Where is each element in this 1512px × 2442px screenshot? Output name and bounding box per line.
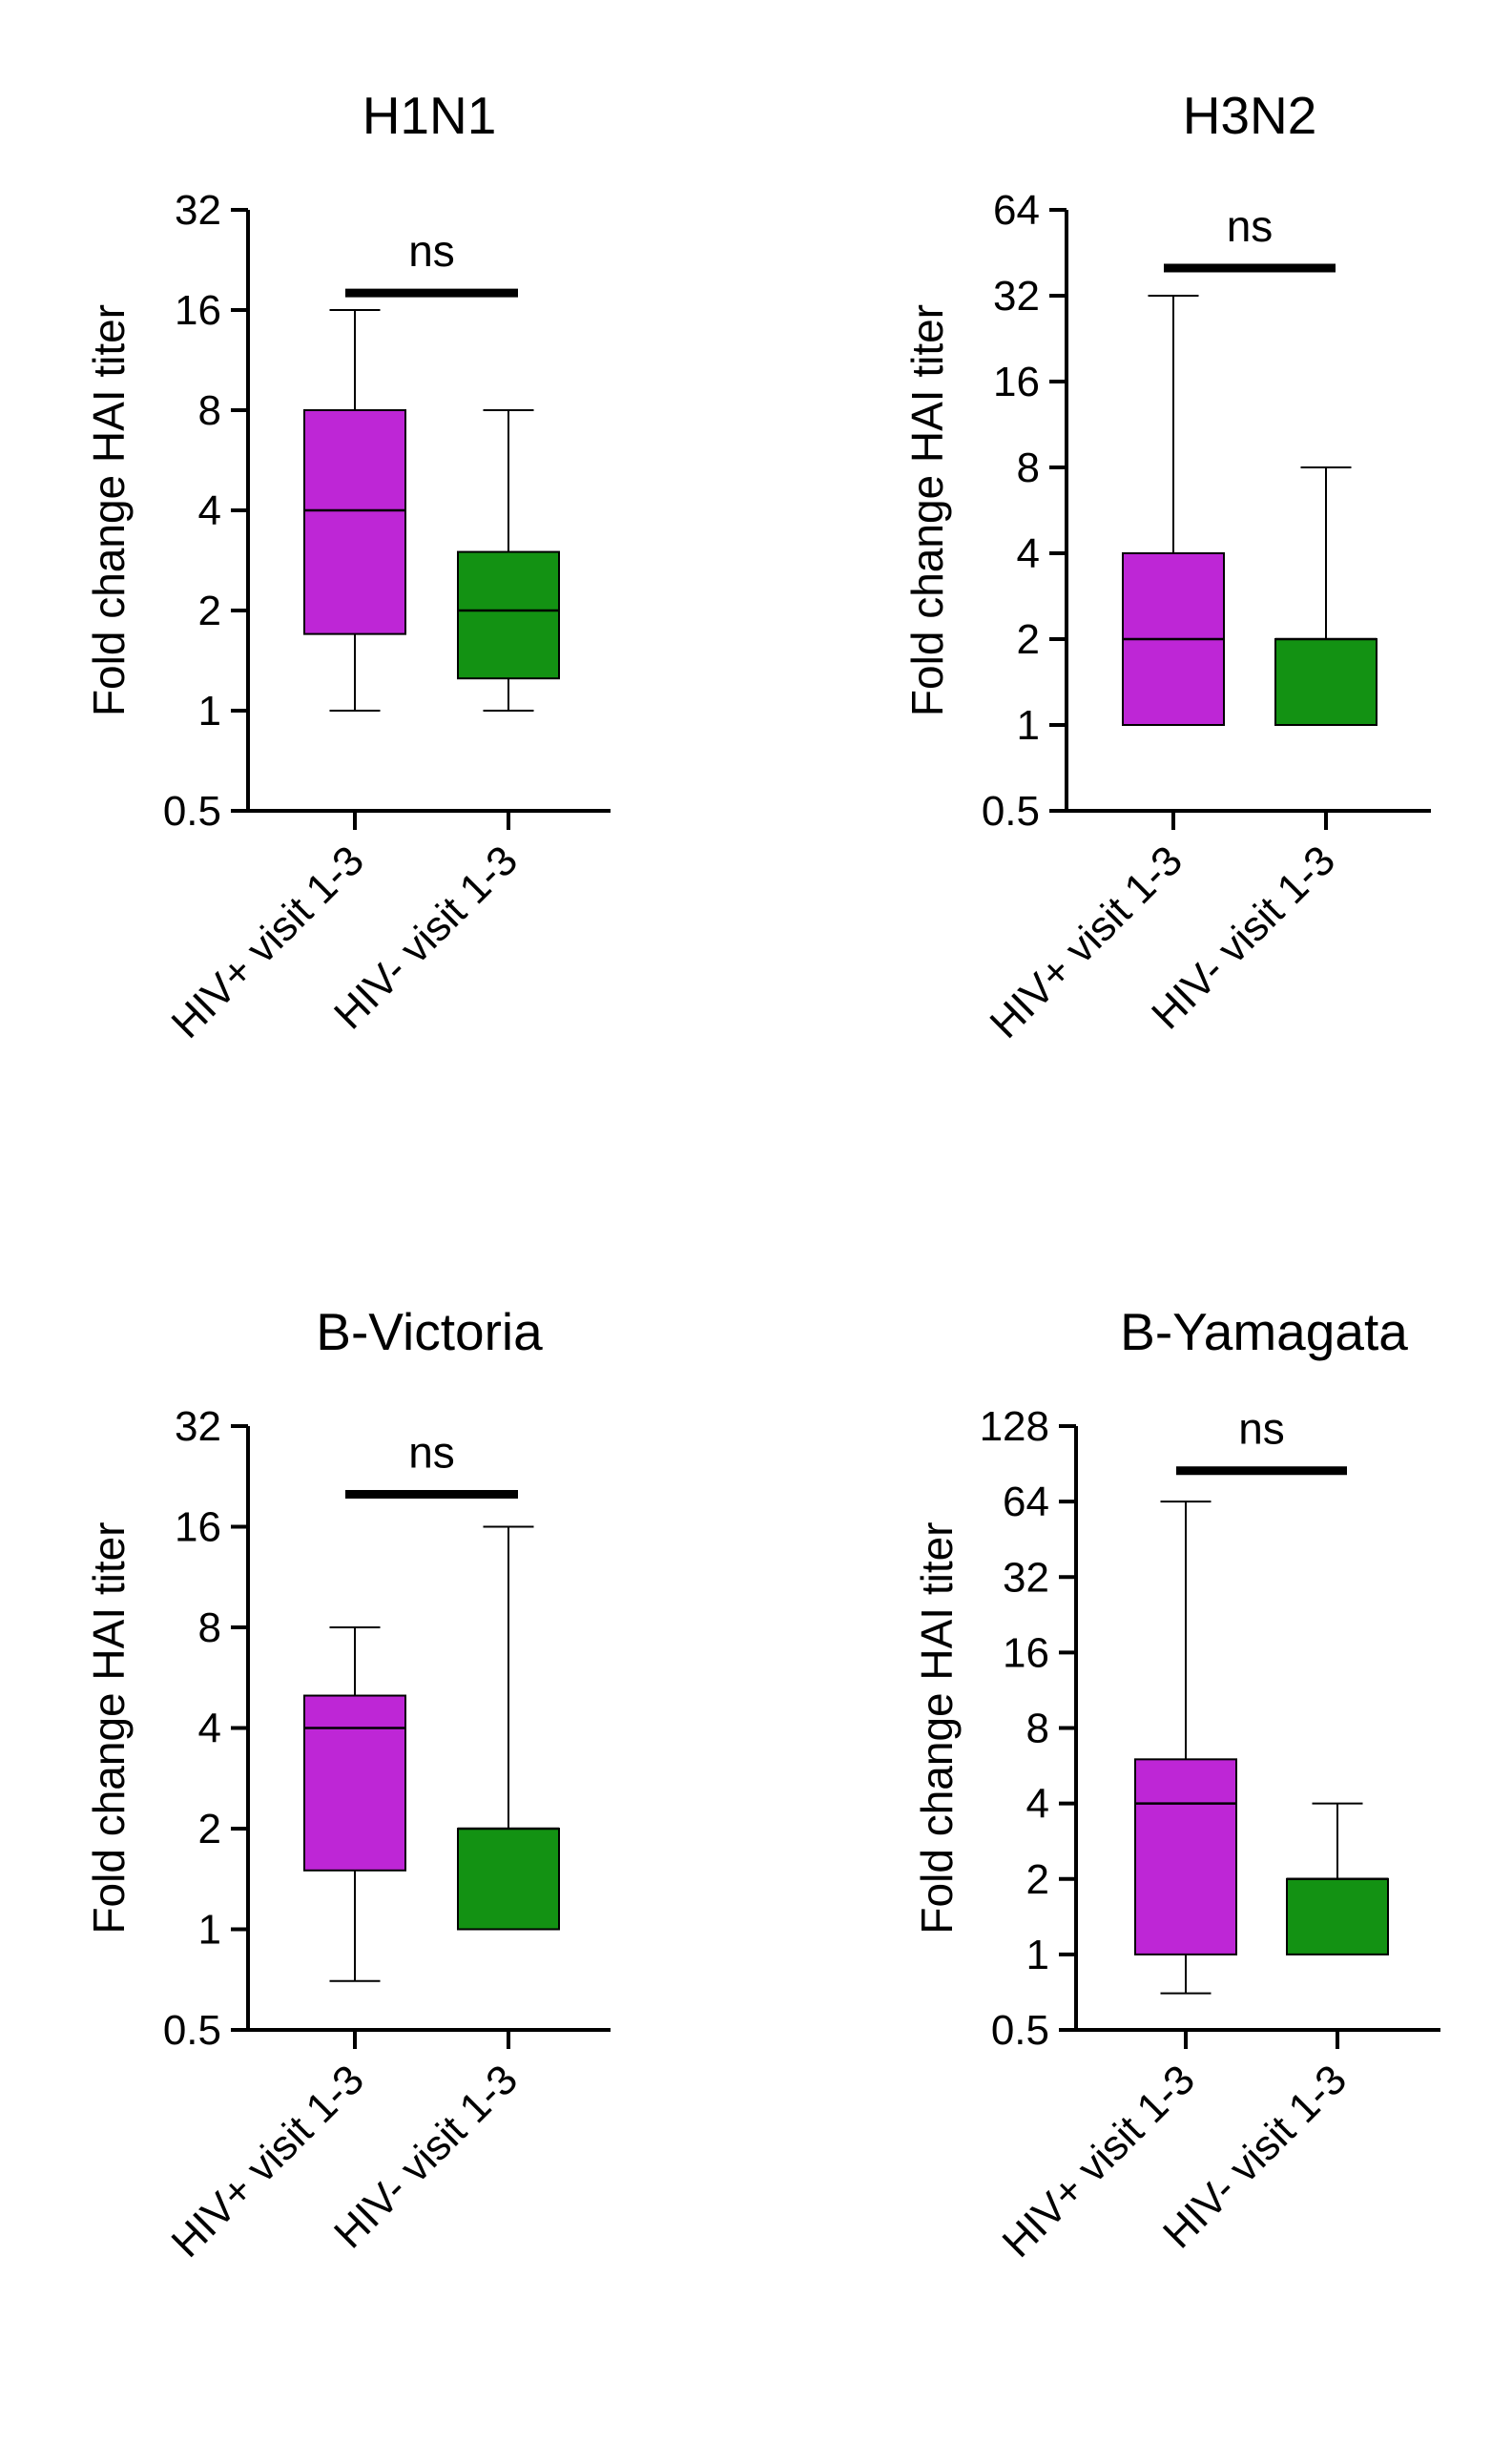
y-tick-label: 16 (993, 359, 1040, 405)
y-tick-label: 16 (1003, 1629, 1049, 1676)
y-tick-label: 8 (1026, 1706, 1049, 1752)
chart-title: H3N2 (1183, 86, 1317, 145)
y-tick-label: 64 (1003, 1479, 1049, 1525)
y-tick-label: 4 (1026, 1781, 1049, 1828)
y-tick-label: 32 (175, 187, 221, 234)
y-tick-label: 8 (198, 1604, 221, 1651)
y-tick-label: 32 (993, 273, 1040, 320)
hiv-negative-box (1286, 1877, 1389, 1956)
y-tick-label: 0.5 (163, 2007, 221, 2054)
y-tick-label: 1 (1026, 1932, 1049, 1978)
chart-panel-4: B-Yamagata 0.5 1 2 4 8 16 32 64 128 Fold change HA… (912, 1302, 1440, 2266)
y-tick-label: 2 (198, 1806, 221, 1852)
y-tick-label: 4 (198, 1706, 221, 1752)
chart-title: B-Victoria (316, 1302, 543, 1361)
y-tick-label: 16 (175, 287, 221, 334)
y-tick-label: 2 (1026, 1856, 1049, 1903)
chart-title: H1N1 (362, 86, 497, 145)
y-axis-label: Fold change HAI titer (912, 1521, 962, 1934)
y-tick-label: 2 (1017, 616, 1040, 663)
y-tick-label: 0.5 (982, 788, 1040, 835)
y-tick-label: 8 (198, 387, 221, 434)
chart-panel-3: B-Victoria 0.5 1 2 4 8 16 32 Fold change HAI tit… (84, 1302, 611, 2266)
hiv-negative-box (457, 1828, 560, 1931)
y-tick-label: 2 (198, 588, 221, 634)
y-tick-label: 8 (1017, 445, 1040, 491)
significance-label: ns (1227, 201, 1274, 251)
y-tick-label: 32 (1003, 1554, 1049, 1601)
y-axis-label: Fold change HAI titer (902, 304, 952, 716)
y-axis-label: Fold change HAI titer (84, 304, 134, 716)
y-tick-label: 0.5 (991, 2007, 1049, 2054)
y-tick-label: 16 (175, 1504, 221, 1551)
y-tick-label: 1 (198, 688, 221, 735)
significance-label: ns (1238, 1404, 1285, 1454)
y-tick-label: 0.5 (163, 788, 221, 835)
y-tick-label: 64 (993, 187, 1040, 234)
significance-label: ns (408, 1428, 455, 1478)
hiv-positive-box (1134, 1758, 1237, 1956)
chart-title: B-Yamagata (1120, 1302, 1408, 1361)
hiv-positive-box (303, 409, 406, 635)
y-tick-label: 32 (175, 1403, 221, 1450)
y-tick-label: 1 (1017, 702, 1040, 749)
y-axis-label: Fold change HAI titer (84, 1521, 134, 1934)
hiv-negative-box (1274, 638, 1377, 726)
y-tick-label: 4 (1017, 530, 1040, 577)
hiv-negative-box (457, 550, 560, 680)
y-tick-label: 128 (980, 1403, 1049, 1450)
y-tick-label: 4 (198, 487, 221, 534)
hiv-positive-box (303, 1694, 406, 1872)
y-tick-label: 1 (198, 1907, 221, 1954)
significance-label: ns (408, 226, 455, 276)
